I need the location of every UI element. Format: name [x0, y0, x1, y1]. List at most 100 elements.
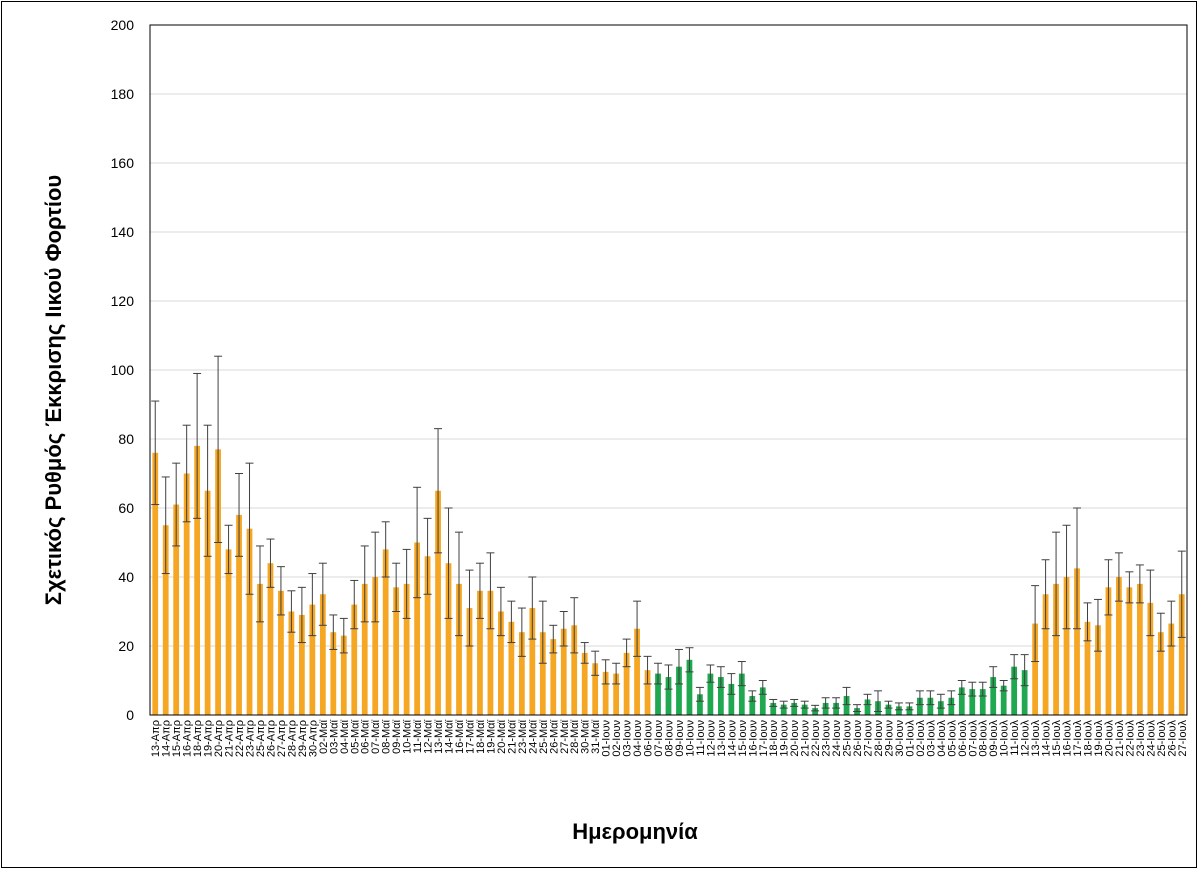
- bar: [623, 652, 630, 715]
- bar: [267, 563, 274, 715]
- error-bar: [811, 704, 820, 712]
- bar: [330, 632, 337, 715]
- x-tick-label: 14-Ιουν: [726, 720, 738, 757]
- bar: [602, 671, 609, 715]
- x-tick-label: 08-Ιουλ: [978, 720, 990, 757]
- error-bar: [444, 507, 453, 619]
- error-bar: [968, 681, 977, 697]
- x-tick-label: 11-Μαϊ: [412, 719, 424, 753]
- error-bar: [873, 690, 882, 713]
- x-tick-label: 23-Απρ: [245, 720, 257, 757]
- x-tick-label: 20-Μαϊ: [496, 719, 508, 753]
- bar: [990, 677, 997, 715]
- x-tick-label: 13-Ιουν: [716, 720, 728, 757]
- y-tick-label: 80: [118, 431, 134, 447]
- error-bar: [266, 538, 275, 588]
- error-bar: [486, 552, 495, 630]
- bar: [1042, 594, 1049, 715]
- error-bar: [413, 486, 422, 599]
- bar: [958, 687, 965, 715]
- error-bar: [455, 531, 464, 637]
- x-tick-label: 18-Απρ: [192, 720, 204, 757]
- bar: [1074, 568, 1080, 715]
- y-tick-label: 100: [111, 362, 135, 378]
- bar: [1178, 594, 1185, 715]
- error-bar: [947, 690, 956, 706]
- bar: [717, 677, 724, 715]
- bar: [780, 704, 787, 715]
- x-tick-label: 24-Μαϊ: [527, 719, 539, 753]
- error-bar: [318, 562, 327, 626]
- bar: [791, 702, 798, 715]
- x-tick-label: 04-Ιουν: [632, 720, 644, 757]
- error-bar: [821, 697, 830, 709]
- bar: [592, 663, 599, 715]
- x-tick-label: 21-Απρ: [224, 720, 236, 757]
- x-tick-label: 03-Ιουλ: [925, 720, 937, 757]
- error-bar: [863, 693, 872, 706]
- bar: [319, 594, 326, 715]
- error-bar: [905, 702, 914, 711]
- bar: [351, 604, 358, 715]
- bar: [435, 490, 441, 715]
- bar: [927, 697, 934, 715]
- x-tick-label: 12-Ιουν: [705, 720, 717, 757]
- y-tick-label: 200: [111, 17, 135, 33]
- x-tick-label: 22-Ιουλ: [1124, 720, 1136, 757]
- bar: [655, 673, 661, 715]
- x-tick-label: 27-Μαϊ: [559, 719, 571, 753]
- error-bar: [339, 617, 348, 654]
- error-bar: [182, 424, 191, 523]
- x-tick-label: 14-Μαϊ: [444, 719, 456, 753]
- bar: [403, 583, 410, 715]
- bar: [833, 702, 839, 715]
- x-tick-label: 21-Μαϊ: [506, 719, 518, 753]
- bar: [550, 639, 557, 715]
- x-tick-label: 02-Ιουν: [611, 720, 623, 757]
- x-tick-label: 18-Ιουν: [768, 720, 780, 757]
- error-bar: [957, 680, 966, 695]
- x-tick-label: 07-Ιουν: [653, 720, 665, 757]
- error-bars: [151, 355, 1186, 713]
- x-tick-label: 17-Ιουν: [758, 720, 770, 757]
- x-tick-label: 20-Ιουλ: [1103, 720, 1115, 757]
- x-tick-label: 03-Ιουν: [622, 720, 634, 757]
- error-bar: [235, 473, 244, 557]
- x-tick-label: 29-Απρ: [297, 720, 309, 757]
- y-tick-label: 40: [118, 569, 134, 585]
- error-bar: [570, 597, 579, 654]
- x-tick-label: 10-Ιουν: [684, 720, 696, 757]
- y-tick-label: 120: [111, 293, 135, 309]
- bar: [1084, 621, 1091, 715]
- error-bar: [853, 704, 862, 713]
- x-tick-label: 12-Μαϊ: [423, 719, 435, 753]
- error-bar: [496, 586, 505, 637]
- bar: [1095, 625, 1101, 715]
- error-bar: [475, 562, 484, 619]
- x-tick-label: 10-Μαϊ: [402, 719, 414, 753]
- x-tick-label: 25-Ιουλ: [1156, 720, 1168, 757]
- x-tick-label: 07-Μαϊ: [370, 719, 382, 753]
- error-bar: [612, 662, 621, 685]
- x-tick-label: 05-Ιουλ: [946, 720, 958, 757]
- error-bar: [465, 569, 474, 647]
- x-tick-label: 16-Ιουν: [747, 720, 759, 757]
- bar: [728, 683, 735, 715]
- error-bar: [1093, 598, 1102, 652]
- plot-area-border: [149, 24, 1188, 716]
- bar: [225, 549, 232, 715]
- bar: [1116, 577, 1122, 715]
- error-bar: [1041, 559, 1050, 630]
- x-tick-label: 08-Μαϊ: [381, 719, 393, 753]
- x-tick-label: 11-Ιουν: [695, 720, 707, 756]
- x-tick-label: 19-Απρ: [203, 720, 215, 757]
- x-tick-label: 11-Ιουλ: [1009, 720, 1021, 756]
- error-bar: [695, 686, 704, 702]
- error-bar: [685, 647, 694, 673]
- error-bar: [392, 562, 401, 612]
- error-bar: [402, 548, 411, 619]
- x-tick-label: 16-Ιουλ: [1062, 720, 1074, 757]
- x-tick-label: 30-Απρ: [307, 720, 319, 757]
- error-bar: [360, 545, 369, 623]
